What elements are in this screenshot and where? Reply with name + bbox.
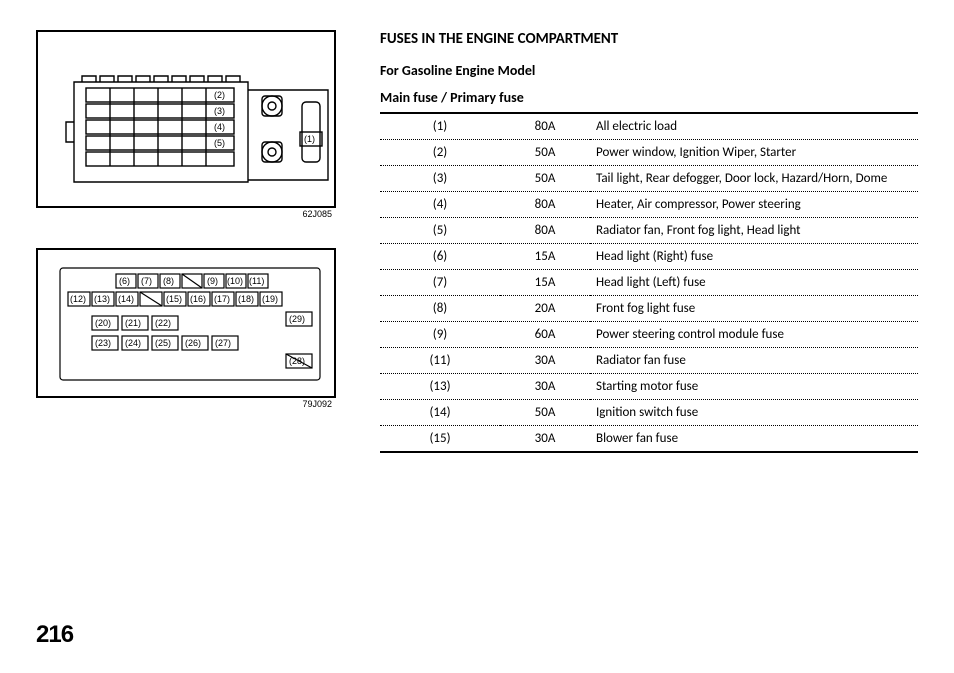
- table-row: (7)15AHead light (Left) fuse: [380, 270, 918, 296]
- d2-l6: (6): [119, 276, 130, 286]
- table-row: (13)30AStarting motor fuse: [380, 374, 918, 400]
- table-row: (1)80AAll electric load: [380, 113, 918, 140]
- d2-l15: (15): [166, 294, 182, 304]
- d2-l27: (27): [215, 338, 231, 348]
- d2-l19: (19): [262, 294, 278, 304]
- d1-label-5: (5): [214, 138, 225, 148]
- fuse-amperage: 50A: [500, 140, 590, 166]
- d2-l22: (22): [155, 318, 171, 328]
- table-row: (11)30ARadiator fan fuse: [380, 348, 918, 374]
- fuse-description: Tail light, Rear defogger, Door lock, Ha…: [590, 166, 918, 192]
- fuse-table: (1)80AAll electric load(2)50APower windo…: [380, 112, 918, 453]
- diagram-1: (2) (3) (4) (5) (1) 62J085: [36, 30, 336, 208]
- d1-label-2: (2): [214, 90, 225, 100]
- d2-l20: (20): [95, 318, 111, 328]
- fuse-description: All electric load: [590, 113, 918, 140]
- d2-l18: (18): [238, 294, 254, 304]
- d2-l17: (17): [214, 294, 230, 304]
- fuse-amperage: 50A: [500, 400, 590, 426]
- fuse-description: Blower fan fuse: [590, 426, 918, 453]
- table-row: (14)50AIgnition switch fuse: [380, 400, 918, 426]
- fuse-amperage: 50A: [500, 166, 590, 192]
- fuse-amperage: 30A: [500, 426, 590, 453]
- fuse-number: (3): [380, 166, 500, 192]
- fuse-description: Power steering control module fuse: [590, 322, 918, 348]
- fuse-amperage: 80A: [500, 218, 590, 244]
- diagram-2-caption: 79J092: [302, 399, 332, 409]
- table-row: (3)50ATail light, Rear defogger, Door lo…: [380, 166, 918, 192]
- fuse-number: (14): [380, 400, 500, 426]
- d2-l8: (8): [163, 276, 174, 286]
- fuse-number: (9): [380, 322, 500, 348]
- table-row: (2)50APower window, Ignition Wiper, Star…: [380, 140, 918, 166]
- fuse-amperage: 15A: [500, 270, 590, 296]
- fuse-amperage: 30A: [500, 374, 590, 400]
- fuse-description: Head light (Left) fuse: [590, 270, 918, 296]
- fuse-description: Front fog light fuse: [590, 296, 918, 322]
- fuse-amperage: 20A: [500, 296, 590, 322]
- section-title: FUSES IN THE ENGINE COMPARTMENT: [380, 30, 918, 48]
- d2-l11: (11): [249, 276, 264, 286]
- fuse-number: (6): [380, 244, 500, 270]
- table-row: (8)20AFront fog light fuse: [380, 296, 918, 322]
- fuse-description: Starting motor fuse: [590, 374, 918, 400]
- fuse-amperage: 80A: [500, 113, 590, 140]
- d2-l25: (25): [155, 338, 171, 348]
- d2-l23: (23): [95, 338, 111, 348]
- d2-l21: (21): [125, 318, 141, 328]
- d2-l28: (28): [289, 356, 305, 366]
- fuse-number: (2): [380, 140, 500, 166]
- fuse-number: (11): [380, 348, 500, 374]
- diagram-2: (6) (7) (8) (9) (10) (11) (12) (13) (14)…: [36, 248, 336, 398]
- fuse-number: (4): [380, 192, 500, 218]
- d2-l29: (29): [289, 314, 305, 324]
- fuse-amperage: 60A: [500, 322, 590, 348]
- fuse-description: Ignition switch fuse: [590, 400, 918, 426]
- fuse-description: Power window, Ignition Wiper, Starter: [590, 140, 918, 166]
- table-heading: Main fuse / Primary fuse: [380, 89, 918, 106]
- fuse-number: (15): [380, 426, 500, 453]
- fuse-amperage: 80A: [500, 192, 590, 218]
- fuse-description: Heater, Air compressor, Power steering: [590, 192, 918, 218]
- table-row: (15)30ABlower fan fuse: [380, 426, 918, 453]
- table-row: (9)60APower steering control module fuse: [380, 322, 918, 348]
- table-row: (4)80AHeater, Air compressor, Power stee…: [380, 192, 918, 218]
- fuse-description: Radiator fan fuse: [590, 348, 918, 374]
- page-number: 216: [36, 621, 73, 649]
- d1-label-1: (1): [304, 134, 315, 144]
- d1-label-3: (3): [214, 106, 225, 116]
- d2-l12: (12): [70, 294, 86, 304]
- fuse-amperage: 15A: [500, 244, 590, 270]
- d2-l16: (16): [190, 294, 206, 304]
- d2-l24: (24): [125, 338, 141, 348]
- d2-l9: (9): [207, 276, 218, 286]
- fuse-description: Head light (Right) fuse: [590, 244, 918, 270]
- d2-l14: (14): [118, 294, 134, 304]
- fuse-number: (7): [380, 270, 500, 296]
- d2-l10: (10): [227, 276, 243, 286]
- fuse-number: (13): [380, 374, 500, 400]
- table-row: (5)80ARadiator fan, Front fog light, Hea…: [380, 218, 918, 244]
- fuse-number: (5): [380, 218, 500, 244]
- fuse-description: Radiator fan, Front fog light, Head ligh…: [590, 218, 918, 244]
- table-row: (6)15AHead light (Right) fuse: [380, 244, 918, 270]
- d2-l26: (26): [185, 338, 201, 348]
- d2-l13: (13): [94, 294, 110, 304]
- fuse-number: (1): [380, 113, 500, 140]
- d2-l7: (7): [141, 276, 152, 286]
- fuse-number: (8): [380, 296, 500, 322]
- fuse-amperage: 30A: [500, 348, 590, 374]
- d1-label-4: (4): [214, 122, 225, 132]
- diagram-1-caption: 62J085: [302, 209, 332, 219]
- section-subtitle: For Gasoline Engine Model: [380, 62, 918, 79]
